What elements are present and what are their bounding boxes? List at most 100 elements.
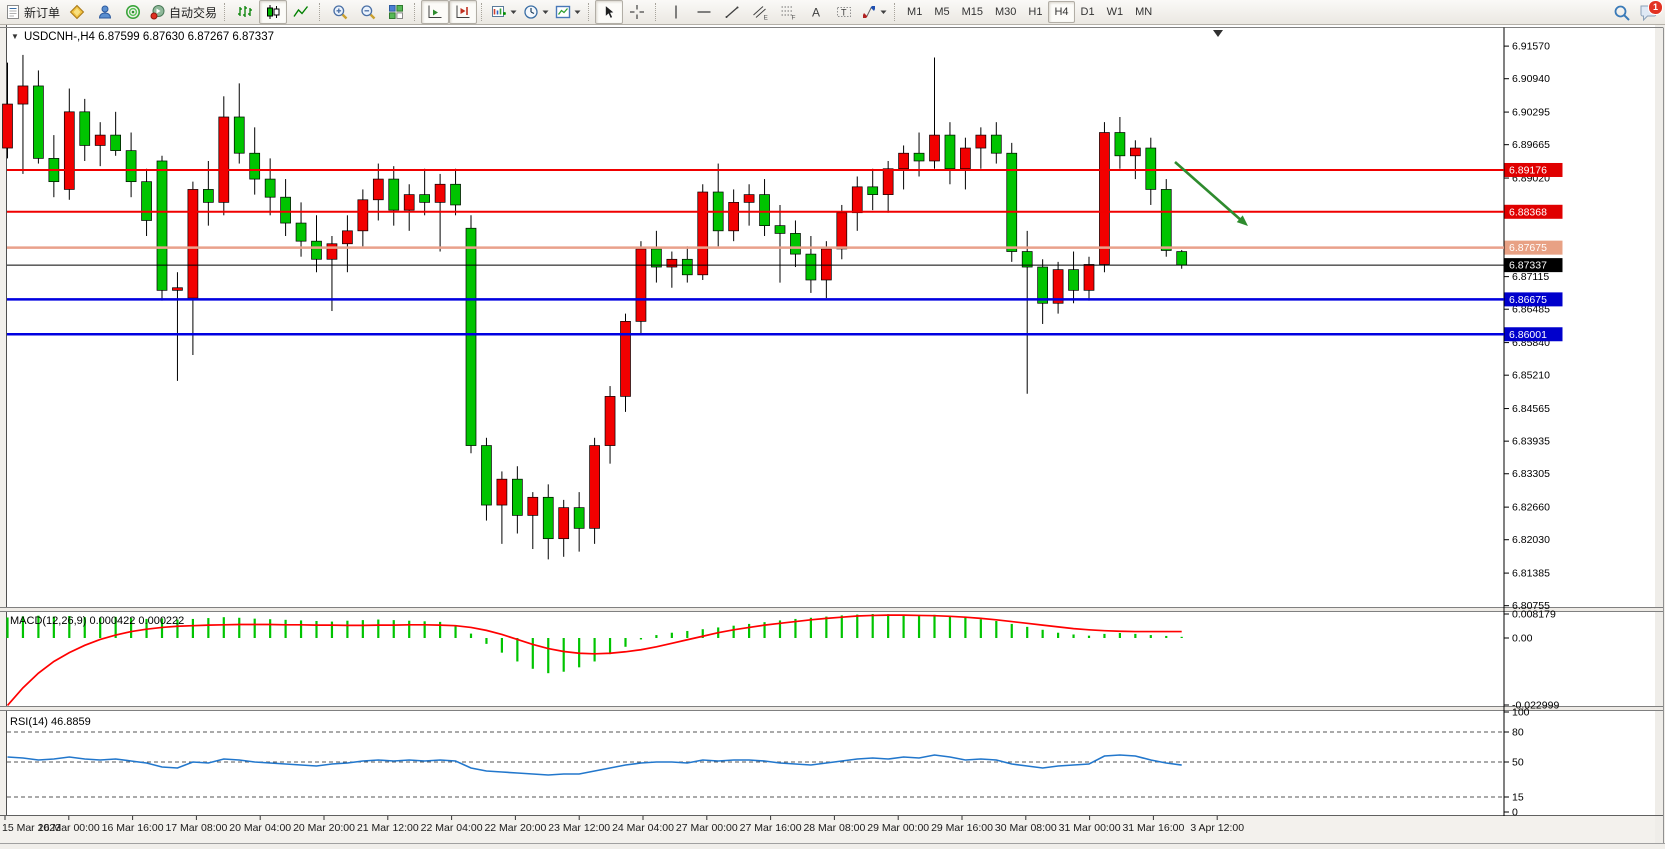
chart-shift-marker[interactable] <box>1213 30 1223 37</box>
equidistant-channel-button[interactable]: E <box>746 0 774 24</box>
candle <box>419 168 430 216</box>
candle <box>805 235 817 293</box>
new-order-button-label: 新订单 <box>24 5 61 20</box>
chart-area[interactable]: 6.915706.909406.902956.896656.890206.871… <box>0 25 1665 844</box>
price-axis-tick: 6.90295 <box>1512 107 1550 119</box>
cursor-icon <box>601 4 617 20</box>
rsi-axis-tick: 0 <box>1512 807 1518 819</box>
candle <box>666 251 678 288</box>
time-axis-label: 3 Apr 12:00 <box>1190 822 1244 834</box>
vertical-line-button[interactable] <box>662 0 690 24</box>
chart-shift-button[interactable] <box>449 0 478 24</box>
tile-windows-button[interactable] <box>382 0 410 24</box>
fibonacci-button[interactable]: F <box>774 0 802 24</box>
toolbar: 新订单 自动交易 E F A T M1 M5 M15 M30 H1 H4 D1 W1 MN 1 <box>0 0 1665 25</box>
autotrading-button[interactable]: 自动交易 <box>147 0 220 24</box>
auto-scroll-button[interactable] <box>421 0 450 24</box>
svg-text:E: E <box>764 15 769 21</box>
timeframe-m30-button[interactable]: M30 <box>995 6 1017 18</box>
chevron-down-icon[interactable] <box>880 4 887 20</box>
timeframe-mn-button[interactable]: MN <box>1135 6 1153 18</box>
toolbar-separator <box>224 3 226 21</box>
timeframe-h1-button[interactable]: H1 <box>1028 6 1043 18</box>
price-axis-tick: 6.86485 <box>1512 304 1550 316</box>
svg-text:A: A <box>812 6 820 20</box>
price-axis-tick: 6.90940 <box>1512 73 1550 85</box>
price-axis-tick: 6.80755 <box>1512 600 1550 612</box>
bar-chart-button[interactable] <box>231 0 259 24</box>
candle <box>1083 256 1095 301</box>
timeframe-m15-button[interactable]: M15 <box>961 6 983 18</box>
candle <box>218 96 230 216</box>
chevron-down-icon[interactable] <box>542 4 549 20</box>
candle <box>110 111 122 156</box>
template-button[interactable] <box>552 0 584 24</box>
rsi-line <box>7 754 1182 776</box>
candle <box>280 179 291 236</box>
timeframe-h4-button[interactable]: H4 <box>1048 1 1075 23</box>
search-icon[interactable] <box>1613 4 1631 22</box>
zoom-out-button[interactable] <box>354 0 382 24</box>
arrows-button[interactable] <box>858 0 890 24</box>
candle <box>1145 137 1157 205</box>
timeframe-group: M1 M5 M15 M30 H1 H4 D1 W1 MN <box>901 0 1158 24</box>
candle <box>929 57 940 169</box>
candle <box>774 204 786 283</box>
new-order-button[interactable]: 新订单 <box>2 0 63 24</box>
price-label: 6.86001 <box>1509 329 1547 341</box>
candle <box>681 246 693 283</box>
window-menu-icon[interactable]: ▼ <box>11 32 19 41</box>
cursor-button[interactable] <box>595 0 624 24</box>
signal-icon <box>125 4 141 20</box>
period-menu-icon <box>523 4 539 20</box>
text-label-button[interactable]: T <box>830 0 858 24</box>
candle <box>125 132 137 198</box>
macd-label: MACD(12,26,9) 0.000422 0.000222 <box>10 615 184 627</box>
candlestick-chart-button[interactable] <box>259 0 288 24</box>
candle <box>728 189 740 242</box>
candle <box>94 122 106 167</box>
notification-badge: 1 <box>1648 0 1663 15</box>
rsi-axis-tick: 100 <box>1512 707 1530 719</box>
timeframe-m5-button[interactable]: M5 <box>934 6 950 18</box>
candle <box>388 166 400 226</box>
crosshair-button[interactable] <box>623 0 651 24</box>
candle <box>542 484 554 560</box>
chevron-down-icon[interactable] <box>510 4 517 20</box>
price-label-box <box>1504 204 1563 219</box>
timeframe-m1-button[interactable]: M1 <box>907 6 923 18</box>
equidistant-channel-icon: E <box>752 4 768 20</box>
period-menu-button[interactable] <box>520 0 552 24</box>
zoom-in-button[interactable] <box>326 0 354 24</box>
line-chart-button[interactable] <box>287 0 315 24</box>
gold-gem-button[interactable] <box>63 0 91 24</box>
candle <box>1160 179 1172 257</box>
candle <box>450 168 461 216</box>
candle <box>481 437 492 521</box>
price-label-box <box>1504 258 1563 273</box>
horizontal-line-button[interactable] <box>690 0 718 24</box>
candle <box>604 386 616 464</box>
trendline-button[interactable] <box>718 0 746 24</box>
macd-axis-tick: -0.022999 <box>1512 700 1559 712</box>
trend-arrow-annotation[interactable] <box>1174 161 1243 222</box>
line-chart-icon <box>293 4 309 20</box>
candle <box>264 158 276 216</box>
timeframe-w1-button[interactable]: W1 <box>1106 6 1124 18</box>
profile-chart-button[interactable] <box>91 0 119 24</box>
candle <box>156 155 168 301</box>
price-label-box <box>1504 240 1563 255</box>
candle <box>620 313 631 412</box>
chart-type-group <box>231 0 315 24</box>
add-indicator-button[interactable] <box>488 0 520 24</box>
candle <box>172 272 183 381</box>
time-axis-label: 21 Mar 12:00 <box>357 822 419 834</box>
timeframe-d1-button[interactable]: D1 <box>1080 6 1095 18</box>
bar-chart-icon <box>237 4 253 20</box>
candle <box>1006 142 1018 262</box>
chevron-down-icon[interactable] <box>574 4 581 20</box>
text-button[interactable]: A <box>802 0 830 24</box>
notification-icon[interactable]: 1 <box>1639 0 1663 22</box>
signal-button[interactable] <box>119 0 147 24</box>
candlestick-chart-icon <box>265 4 281 20</box>
